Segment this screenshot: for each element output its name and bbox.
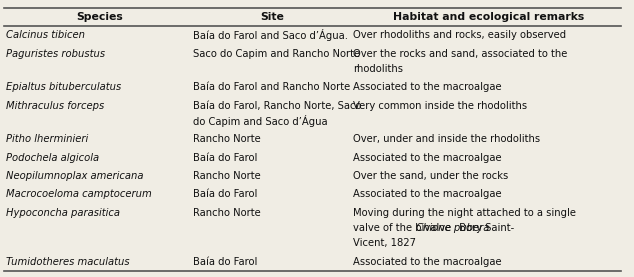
Text: Over the rocks and sand, associated to the: Over the rocks and sand, associated to t… <box>353 49 567 59</box>
Text: Bory Saint-: Bory Saint- <box>456 223 514 233</box>
Text: Site: Site <box>260 12 284 22</box>
Text: do Capim and Saco d’Água: do Capim and Saco d’Água <box>193 115 327 127</box>
Text: Vicent, 1827: Vicent, 1827 <box>353 238 416 248</box>
Text: Associated to the macroalgae: Associated to the macroalgae <box>353 257 501 266</box>
Text: Pitho lherminieri: Pitho lherminieri <box>6 134 88 144</box>
Text: Over the sand, under the rocks: Over the sand, under the rocks <box>353 171 508 181</box>
Text: Baía do Farol, Rancho Norte, Saco: Baía do Farol, Rancho Norte, Saco <box>193 101 361 111</box>
Text: Tumidotheres maculatus: Tumidotheres maculatus <box>6 257 129 266</box>
Text: valve of the bivalve: valve of the bivalve <box>353 223 455 233</box>
Text: Neopilumnoplax americana: Neopilumnoplax americana <box>6 171 143 181</box>
Text: Epialtus bituberculatus: Epialtus bituberculatus <box>6 82 121 92</box>
Text: Associated to the macroalgae: Associated to the macroalgae <box>353 153 501 163</box>
Text: Mithraculus forceps: Mithraculus forceps <box>6 101 104 111</box>
Text: Chione pubera: Chione pubera <box>417 223 489 233</box>
Text: Saco do Capim and Rancho Norte: Saco do Capim and Rancho Norte <box>193 49 360 59</box>
Text: Baía do Farol and Saco d’Água.: Baía do Farol and Saco d’Água. <box>193 29 347 41</box>
Text: Calcinus tibicen: Calcinus tibicen <box>6 30 85 40</box>
Text: Moving during the night attached to a single: Moving during the night attached to a si… <box>353 208 576 218</box>
Text: Baía do Farol: Baía do Farol <box>193 153 257 163</box>
Text: Baía do Farol and Rancho Norte: Baía do Farol and Rancho Norte <box>193 82 350 92</box>
Text: Over, under and inside the rhodoliths: Over, under and inside the rhodoliths <box>353 134 540 144</box>
Text: Baía do Farol: Baía do Farol <box>193 189 257 199</box>
Text: rhodoliths: rhodoliths <box>353 64 403 74</box>
Text: Rancho Norte: Rancho Norte <box>193 208 261 218</box>
Text: Baía do Farol: Baía do Farol <box>193 257 257 266</box>
Text: Very common inside the rhodoliths: Very common inside the rhodoliths <box>353 101 527 111</box>
Text: Macrocoeloma camptocerum: Macrocoeloma camptocerum <box>6 189 152 199</box>
Text: Hypoconcha parasitica: Hypoconcha parasitica <box>6 208 120 218</box>
Text: Species: Species <box>76 12 122 22</box>
Text: Rancho Norte: Rancho Norte <box>193 171 261 181</box>
Text: Habitat and ecological remarks: Habitat and ecological remarks <box>392 12 584 22</box>
Text: Rancho Norte: Rancho Norte <box>193 134 261 144</box>
Text: Over rhodoliths and rocks, easily observed: Over rhodoliths and rocks, easily observ… <box>353 30 566 40</box>
Text: Paguristes robustus: Paguristes robustus <box>6 49 105 59</box>
Text: Associated to the macroalgae: Associated to the macroalgae <box>353 82 501 92</box>
Text: Podochela algicola: Podochela algicola <box>6 153 99 163</box>
Text: Associated to the macroalgae: Associated to the macroalgae <box>353 189 501 199</box>
